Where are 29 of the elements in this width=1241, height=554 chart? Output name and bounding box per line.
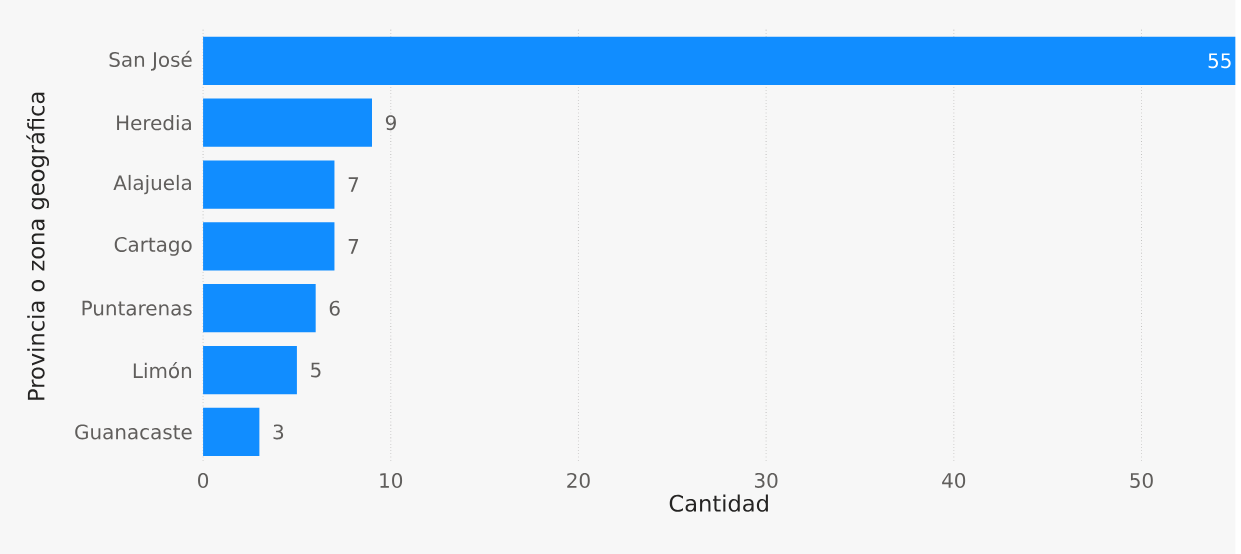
data-label: 7 — [348, 177, 359, 192]
y-tick-label: Puntarenas — [82, 300, 192, 316]
bar — [203, 160, 335, 209]
x-tick-label: 20 — [567, 472, 590, 488]
data-label: 9 — [385, 114, 396, 130]
data-label: 55 — [1208, 53, 1231, 68]
y-tick-label: Limón — [133, 361, 192, 378]
bar — [203, 36, 1236, 85]
y-axis-title: Provincia o zona geográfica — [26, 92, 50, 400]
y-tick-label: San José — [109, 50, 192, 71]
bar — [203, 345, 297, 394]
y-tick-label: Cartago — [114, 236, 192, 256]
x-tick-label: 30 — [754, 472, 778, 488]
y-tick-label: Alajuela — [113, 174, 191, 194]
x-axis-title: Cantidad — [669, 494, 768, 512]
data-label: 5 — [311, 362, 321, 378]
x-tick-label: 50 — [1130, 472, 1153, 488]
y-tick-label: Guanacaste — [75, 424, 192, 440]
data-label: 7 — [348, 238, 359, 254]
bar — [203, 283, 316, 333]
y-tick-label: Heredia — [117, 114, 191, 131]
x-tick-label: 10 — [380, 472, 403, 488]
data-label: 6 — [329, 300, 340, 316]
x-tick-label: 0 — [198, 472, 209, 488]
x-tick-label: 40 — [942, 472, 966, 488]
bar — [203, 98, 372, 147]
bar — [203, 222, 335, 271]
bar — [203, 407, 260, 456]
data-label: 3 — [273, 424, 284, 440]
